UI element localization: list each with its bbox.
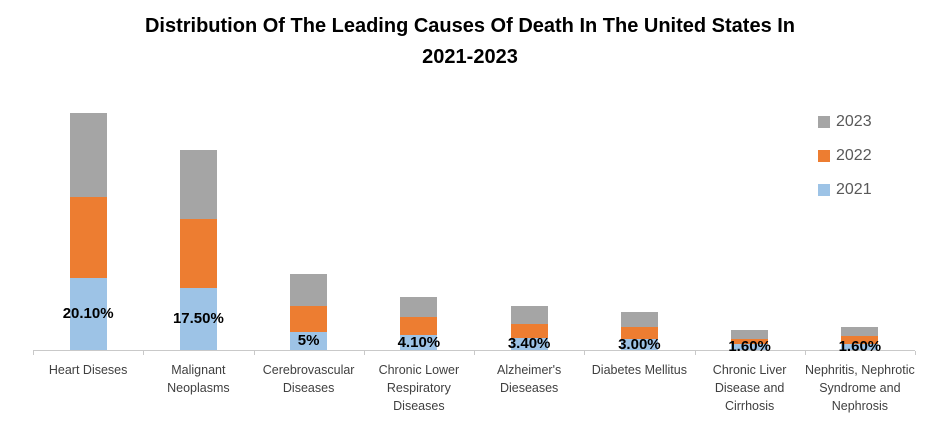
bar-segment-2022	[400, 316, 438, 336]
category-label: Nephritis, Nephrotic Syndrome and Nephro…	[804, 363, 915, 413]
x-axis-line	[33, 350, 915, 351]
x-axis-tick	[584, 351, 586, 355]
x-axis-tick	[363, 351, 365, 355]
bar-segment-2021	[510, 337, 548, 350]
bar-segment-2023	[731, 330, 769, 340]
legend-swatch-2022	[818, 150, 830, 162]
chart-title: Distribution Of The Leading Causes Of De…	[0, 11, 940, 73]
legend-item-2023: 2023	[818, 112, 872, 132]
legend-swatch-2021	[818, 184, 830, 196]
bar-segment-2021	[400, 335, 438, 350]
x-axis-tick	[915, 351, 916, 355]
bar-segment-2023	[290, 274, 328, 307]
bar-segment-2023	[510, 305, 548, 324]
bar-segment-2023	[841, 326, 879, 337]
x-axis-tick	[253, 351, 255, 355]
category-label: Chronic Lower Respiratory Diseases	[378, 363, 460, 413]
data-label: 5%	[297, 332, 320, 350]
chart-title-line-1: Distribution Of The Leading Causes Of De…	[144, 15, 796, 37]
bar-segment-2023	[69, 113, 107, 198]
data-label: 1.60%	[838, 338, 882, 356]
category-label: Cerebrovascular Diseases	[262, 363, 355, 395]
bar-segment-2023	[179, 149, 217, 219]
category-label: Alzheimer's Dieseases	[497, 363, 562, 395]
data-label: 20.10%	[62, 305, 114, 323]
bar-segment-2021	[69, 278, 107, 350]
bar-segment-2021	[620, 339, 658, 350]
legend-item-2021: 2021	[818, 180, 872, 200]
legend-swatch-2023	[818, 116, 830, 128]
data-label: 3.40%	[507, 334, 551, 352]
bar-segment-2022	[290, 306, 328, 333]
bar-segment-2021	[731, 344, 769, 350]
category-label: Diabetes Mellitus	[591, 363, 687, 377]
x-axis-tick	[804, 351, 806, 355]
x-axis-tick	[474, 351, 475, 355]
bar-segment-2023	[620, 311, 658, 328]
category-label: Malignant Neoplasms	[167, 363, 230, 395]
x-axis-tick	[694, 351, 696, 355]
bar-segment-2022	[620, 327, 658, 340]
bar-segment-2023	[400, 296, 438, 317]
legend-item-2022: 2022	[818, 146, 872, 166]
bar-segment-2022	[841, 336, 879, 345]
data-label: 4.10%	[397, 333, 441, 351]
bar-segment-2022	[731, 339, 769, 345]
category-label: Chronic Liver Disease and Cirrhosis	[712, 363, 787, 413]
data-label: 17.50%	[172, 309, 224, 327]
category-label: Heart Diseses	[48, 363, 128, 377]
legend-label-2022: 2022	[836, 147, 872, 164]
bar-segment-2022	[510, 324, 548, 338]
legend-label-2021: 2021	[836, 181, 872, 198]
legend-label-2023: 2023	[836, 113, 872, 130]
bar-segment-2021	[841, 344, 879, 350]
data-label: 3.00%	[618, 335, 661, 353]
data-label: 1.60%	[728, 338, 771, 356]
x-axis-tick	[143, 351, 145, 355]
bar-segment-2022	[69, 197, 107, 279]
chart-title-line-2: 2021-2023	[422, 46, 518, 68]
bar-segment-2021	[179, 287, 217, 350]
bar-segment-2022	[179, 218, 217, 288]
x-axis-tick	[33, 351, 34, 355]
bar-segment-2021	[290, 332, 328, 350]
